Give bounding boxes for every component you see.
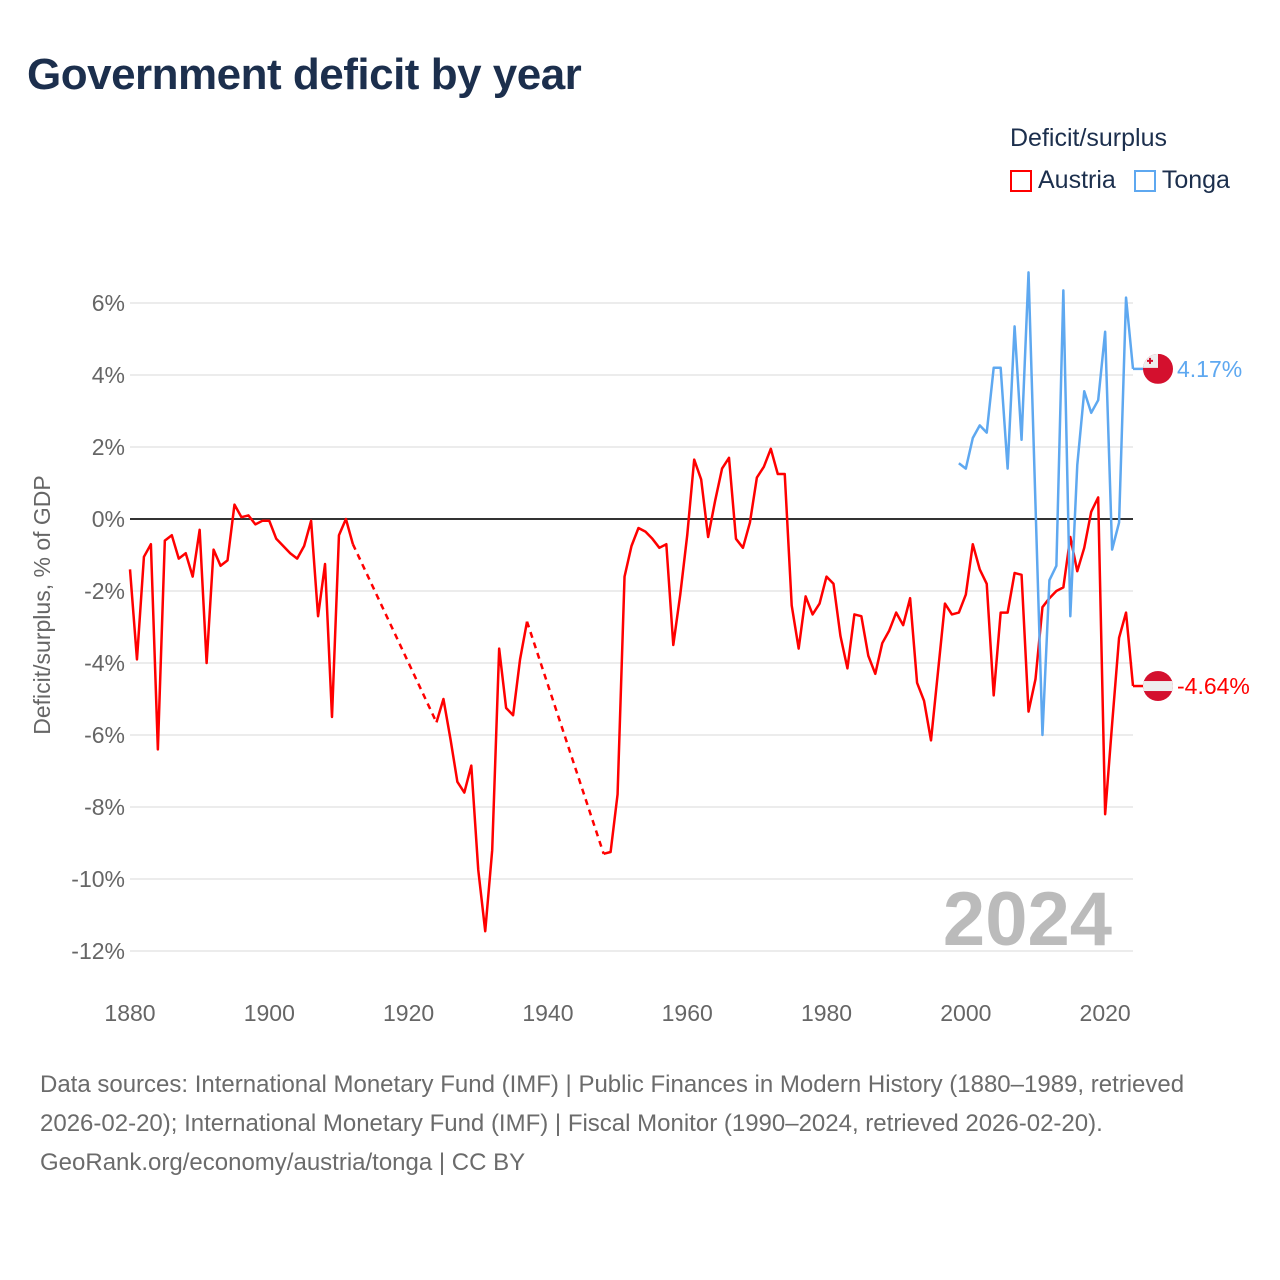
legend-title: Deficit/surplus [1010,124,1167,152]
data-sources: Data sources: International Monetary Fun… [40,1071,1185,1137]
x-tick-label: 1960 [662,1000,713,1026]
end-value-label-austria: -4.64% [1177,673,1250,699]
y-tick-label: 0% [92,506,125,532]
series-line-tonga [958,271,1135,737]
legend-swatch-austria [1010,169,1032,192]
footer: Data sources: International Monetary Fun… [40,1065,1250,1182]
y-tick-label: -2% [84,578,125,604]
legend-item-tonga[interactable]: Tonga [1133,166,1230,195]
x-tick-label: 1940 [522,1000,573,1026]
y-tick-label: -6% [84,722,125,748]
y-tick-label: 6% [92,290,125,316]
y-axis-label: Deficit/surplus, % of GDP [29,475,55,734]
x-tick-label: 1880 [104,1000,155,1026]
chart-title: Government deficit by year [27,50,582,99]
legend-swatch-tonga [1133,169,1156,192]
end-value-label-tonga: 4.17% [1177,356,1242,382]
legend-item-austria[interactable]: Austria [1010,166,1116,195]
series-gap-line-austria [351,543,605,855]
line-chart: 6% 4% 2% 0% -2% -4% -6% -8% -10% -12% 1880 1900 1920… [29,271,1250,1026]
x-tick-label: 1920 [383,1000,434,1026]
tonga-flag-icon [1143,353,1173,384]
y-tick-label: 4% [92,362,125,388]
year-label: 2024 [943,877,1112,962]
legend-label-austria: Austria [1038,166,1116,194]
x-tick-label: 2000 [940,1000,991,1026]
x-tick-label: 2020 [1080,1000,1131,1026]
y-tick-label: -4% [84,650,125,676]
austria-flag-icon [1143,671,1173,702]
y-tick-label: -8% [84,794,125,820]
legend: Austria Tonga [1010,166,1230,195]
x-tick-label: 1900 [244,1000,295,1026]
credit-link[interactable]: GeoRank.org/economy/austria/tonga | CC B… [40,1149,526,1176]
y-tick-label: -10% [71,866,125,892]
y-tick-label: -12% [71,938,125,964]
y-tick-label: 2% [92,434,125,460]
series-line-austria [128,447,1135,933]
x-tick-label: 1980 [801,1000,852,1026]
legend-label-tonga: Tonga [1161,166,1230,194]
